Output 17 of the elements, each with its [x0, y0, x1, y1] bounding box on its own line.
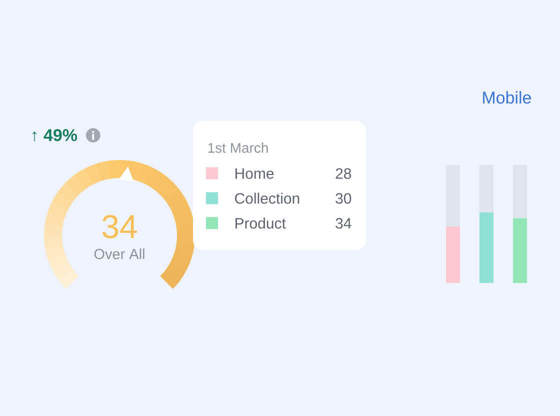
data-label: 28 — [336, 168, 352, 179]
bar — [513, 218, 527, 283]
bar — [513, 165, 527, 218]
category-label: Home — [236, 168, 274, 179]
text: 34 — [102, 214, 137, 238]
text: Over All — [94, 248, 144, 260]
chart-title: Mobile — [483, 91, 531, 104]
bar — [480, 165, 494, 212]
text: ↑ 49% — [32, 129, 78, 142]
bar — [480, 212, 494, 283]
category-label: Product — [236, 218, 286, 229]
data-label: 30 — [336, 193, 352, 204]
text: 1st March — [208, 142, 268, 153]
bar — [446, 165, 460, 226]
data-label: 34 — [336, 218, 352, 229]
bar — [446, 226, 460, 283]
category-label: Collection — [235, 192, 300, 204]
